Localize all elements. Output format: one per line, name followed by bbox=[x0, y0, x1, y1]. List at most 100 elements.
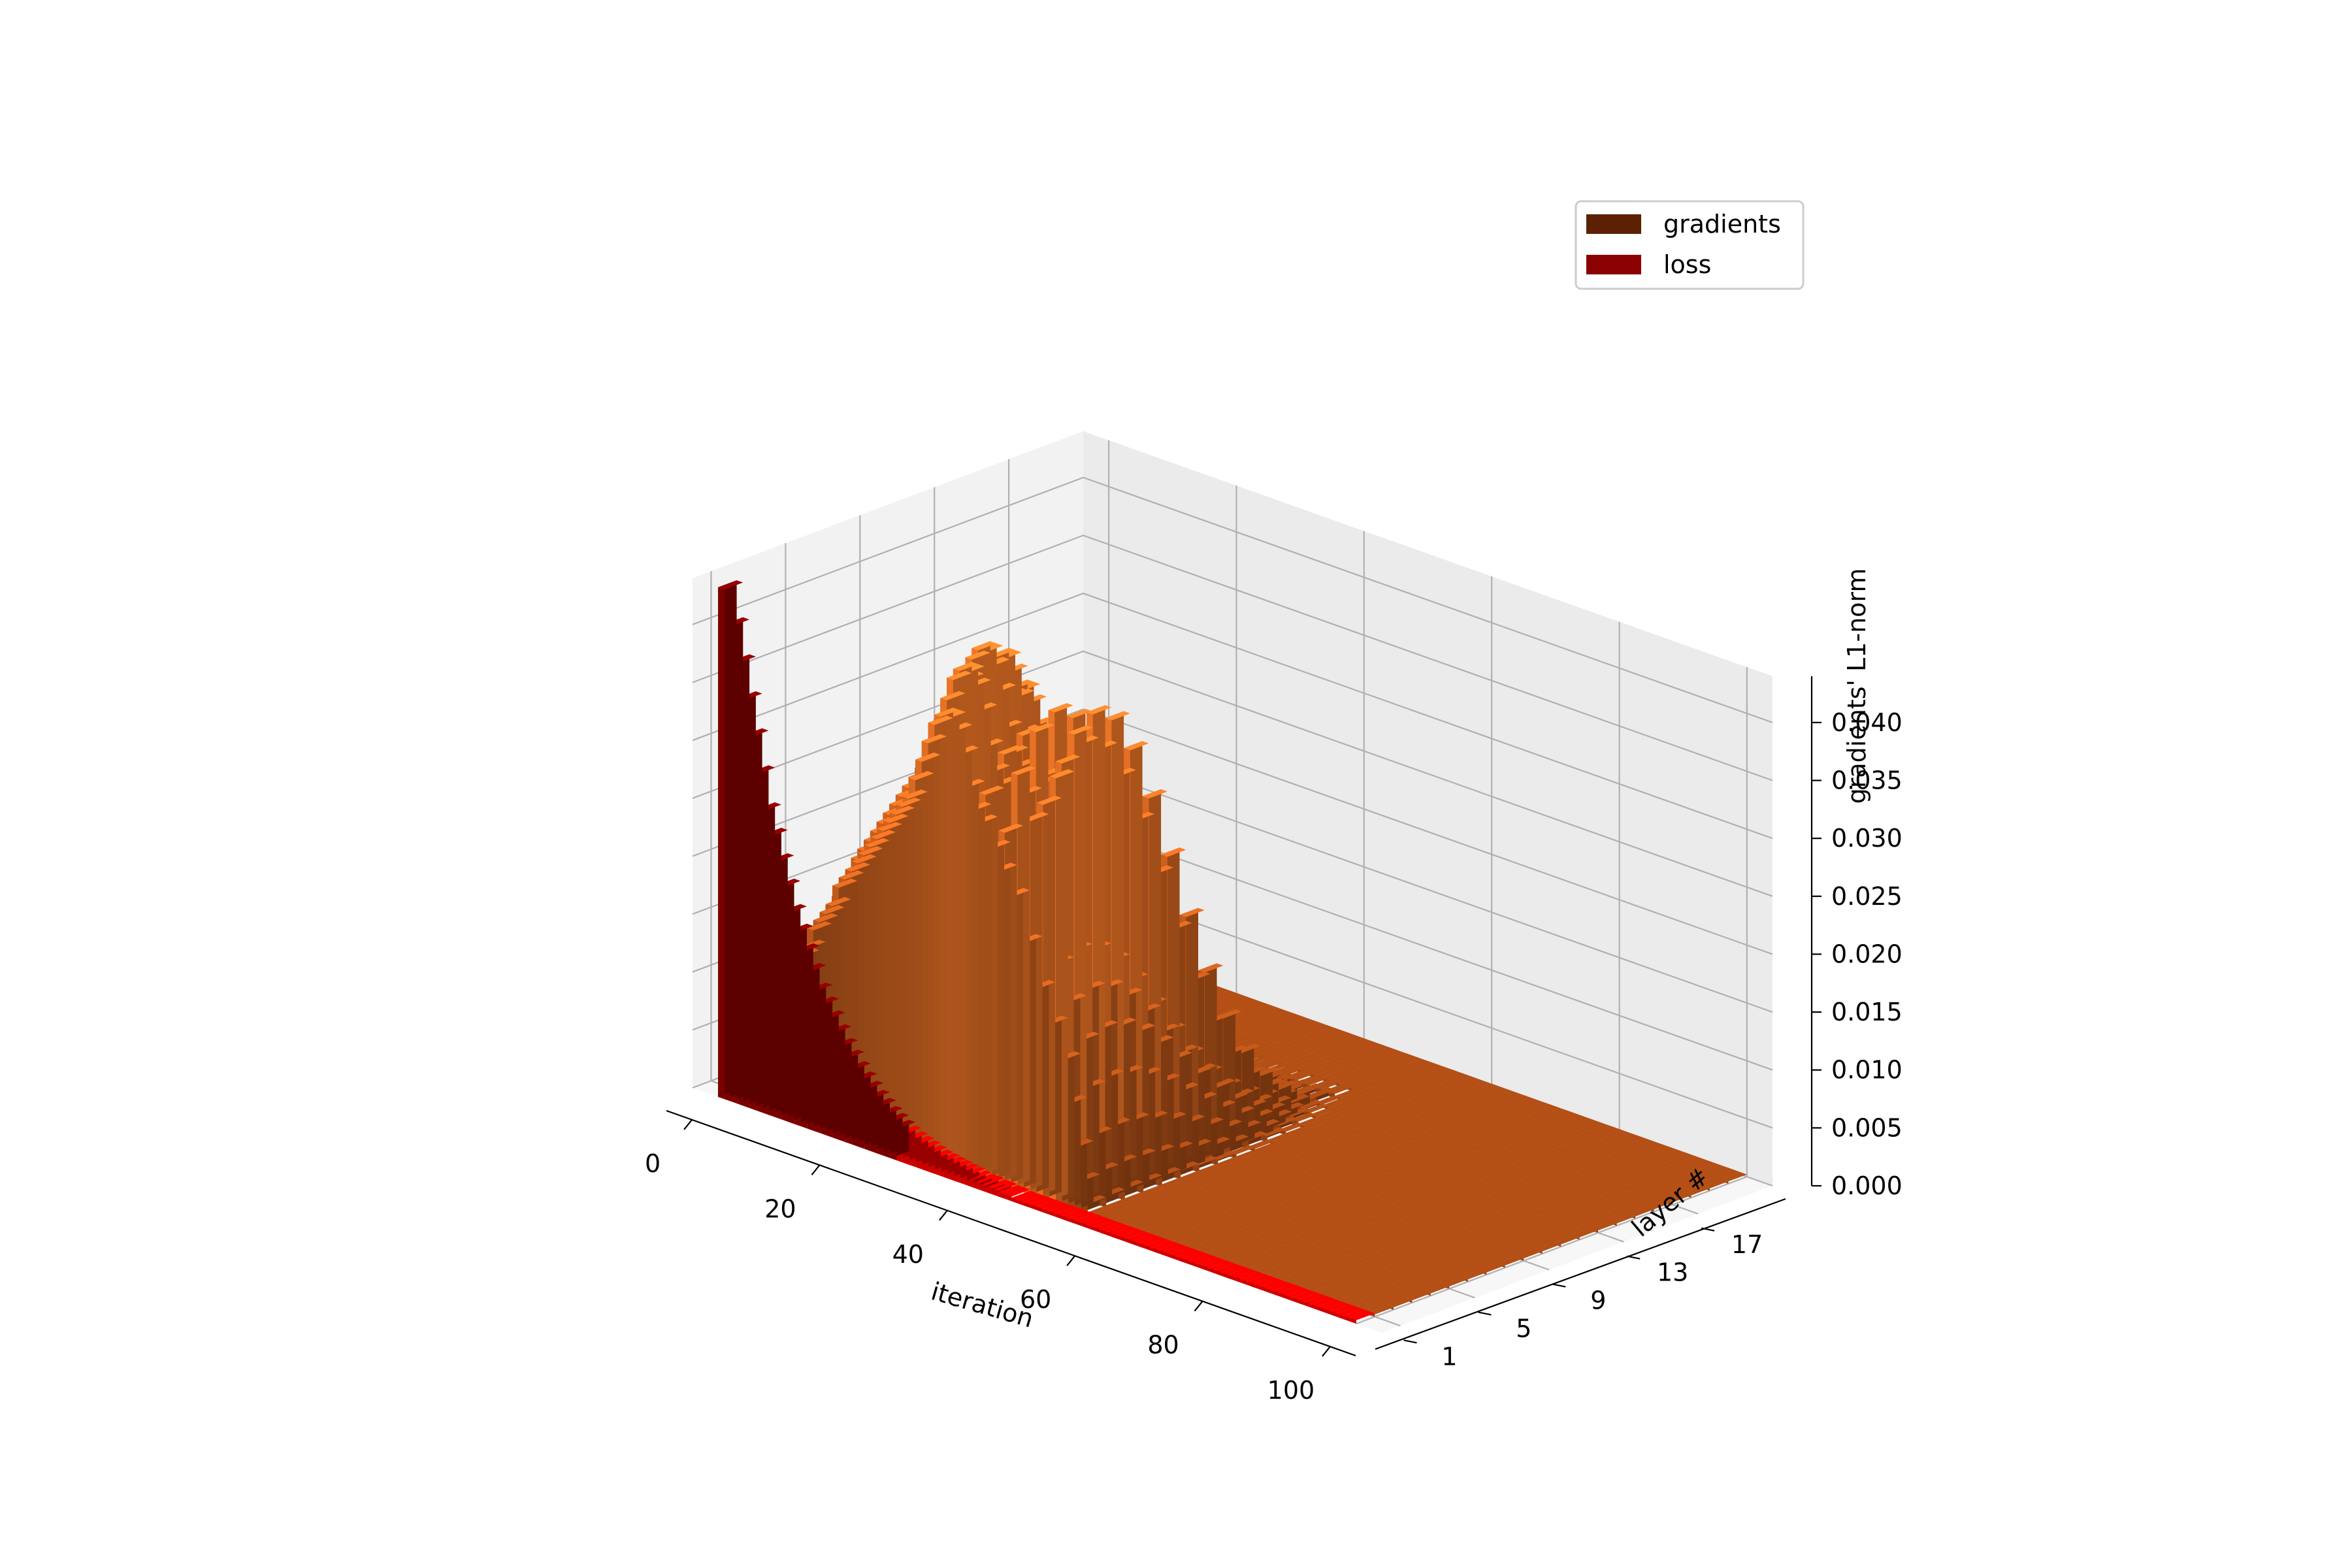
gradient-bar-top bbox=[1230, 997, 1256, 1007]
gradient-bar-top bbox=[1407, 1155, 1432, 1165]
gradient-bar-top bbox=[1331, 1169, 1357, 1179]
gradient-bar-top bbox=[1404, 1100, 1429, 1110]
gradient-bar-top bbox=[1531, 1118, 1556, 1128]
gradient-bar-top bbox=[1367, 1100, 1392, 1110]
gradient-bar-top bbox=[1352, 1068, 1378, 1078]
gradient-bar-top bbox=[1607, 1131, 1633, 1141]
gradient-bar-top bbox=[1495, 1159, 1520, 1169]
gradient-bar-top bbox=[1339, 1049, 1365, 1060]
gradient-bar-top bbox=[1601, 1129, 1626, 1139]
gradient-bar-top bbox=[1427, 1190, 1452, 1200]
gradient-bar-top bbox=[1412, 1130, 1437, 1139]
gradient-bar-top bbox=[1456, 1145, 1482, 1156]
gradient-bar-top bbox=[1407, 1169, 1433, 1179]
gradient-bar-top bbox=[1361, 1111, 1386, 1121]
gradient-bar-top bbox=[1519, 1141, 1544, 1151]
gradient-bar-top bbox=[1498, 1092, 1524, 1102]
gradient-bar-top bbox=[1320, 1029, 1345, 1039]
gradient-bar-top bbox=[1492, 1090, 1518, 1100]
gradient-bar-top bbox=[1456, 1132, 1481, 1141]
gradient-bar-top bbox=[1301, 1022, 1326, 1032]
gradient-bar-top bbox=[1590, 1179, 1616, 1189]
gradient-bar-top bbox=[1429, 1081, 1454, 1091]
gradient-bar-top bbox=[1363, 1167, 1388, 1177]
gradient-bar-top bbox=[1507, 1136, 1532, 1146]
gradient-bar-top bbox=[1577, 1175, 1603, 1184]
gradient-bar-top bbox=[1684, 1158, 1709, 1168]
gradient-bar-top bbox=[1270, 1053, 1296, 1062]
gradient-bar-top bbox=[1320, 1056, 1347, 1066]
gradient-bar-top bbox=[1610, 1200, 1635, 1210]
gradient-bar-top bbox=[1263, 1022, 1288, 1032]
gradient-bar-top bbox=[1498, 1242, 1524, 1252]
gradient-bar-top bbox=[1541, 1203, 1566, 1213]
gradient-bar-top bbox=[1608, 1158, 1633, 1168]
gradient-bar-top bbox=[1665, 1166, 1690, 1175]
gradient-bar-top bbox=[1378, 1063, 1403, 1073]
gradient-bar-top bbox=[1590, 1166, 1615, 1175]
gradient-bar-top bbox=[1277, 1067, 1303, 1077]
gradient-bar-top bbox=[1614, 1161, 1640, 1171]
gradient-bar-top bbox=[1386, 1134, 1413, 1144]
gradient-bar-top bbox=[1341, 1077, 1366, 1087]
gradient-bar-top bbox=[1269, 1038, 1295, 1048]
gradient-bar-top bbox=[1526, 1157, 1552, 1167]
gradient-bar-top bbox=[1367, 1114, 1392, 1124]
gradient-bar-top bbox=[1350, 1149, 1375, 1158]
gradient-bar-top bbox=[1551, 1152, 1576, 1162]
gradient-bar-top bbox=[1501, 1175, 1527, 1185]
gradient-bar-top bbox=[1403, 1058, 1428, 1068]
gradient-bar-top bbox=[1378, 1077, 1404, 1086]
gradient-bar-top bbox=[1537, 1120, 1563, 1130]
gradient-bar-top bbox=[1486, 1102, 1512, 1111]
gradient-bar-top bbox=[1341, 1091, 1367, 1101]
gradient-bar-top bbox=[1481, 1127, 1507, 1137]
gradient-bar-top bbox=[1398, 1111, 1424, 1121]
gradient-bar-top bbox=[1413, 1171, 1439, 1181]
gradient-bar-top bbox=[1444, 1155, 1470, 1165]
gradient-bar-top bbox=[1379, 1105, 1405, 1115]
gradient-bar-top bbox=[1273, 1135, 1299, 1145]
gradient-bar-top bbox=[1413, 1143, 1438, 1153]
gradient-bar-top bbox=[1544, 1136, 1570, 1146]
gradient-bar-top bbox=[1480, 1100, 1505, 1109]
gradient-bar-top bbox=[1592, 1221, 1617, 1231]
gradient-bar-top bbox=[1520, 1168, 1546, 1178]
gradient-bar-top bbox=[1282, 1043, 1308, 1053]
gradient-bar-top bbox=[1621, 1163, 1646, 1173]
gradient-bar-top bbox=[1482, 1154, 1507, 1164]
gradient-bar-top bbox=[1715, 1169, 1741, 1179]
gradient-bar-top bbox=[1672, 1181, 1697, 1191]
gradient-bar-top bbox=[1338, 1171, 1364, 1181]
gradient-bar-top bbox=[1505, 1095, 1530, 1105]
gridline-z bbox=[692, 476, 1773, 723]
gradient-bar-top bbox=[1290, 1071, 1315, 1081]
gradient-bar-top bbox=[1639, 1143, 1664, 1152]
gradient-bar-top bbox=[1554, 1235, 1580, 1245]
gradient-bar-top bbox=[1430, 1122, 1456, 1133]
gradient-bar-top bbox=[1352, 1040, 1377, 1050]
gradient-bar-top bbox=[1595, 1168, 1621, 1178]
gradient-bar-top bbox=[1493, 1118, 1518, 1128]
gradient-bar-top bbox=[1340, 1064, 1365, 1073]
gradient-bar-top bbox=[1445, 1183, 1471, 1192]
gradient-bar-top bbox=[1443, 1113, 1468, 1123]
gradient-bar-top bbox=[1211, 990, 1237, 1000]
gradient-bar-top bbox=[1581, 1122, 1607, 1132]
gradient-bar-top bbox=[1258, 1048, 1283, 1058]
gradient-bar-top bbox=[1564, 1156, 1590, 1166]
gradient-bar-top bbox=[1565, 1184, 1590, 1194]
gradient-bar-top bbox=[1277, 1054, 1302, 1064]
gradient-bar-top bbox=[1336, 1130, 1362, 1140]
gradient-bar-top bbox=[1349, 1135, 1375, 1145]
gradient-bar-top bbox=[1281, 1015, 1307, 1025]
gradient-bar-top bbox=[1460, 1079, 1486, 1088]
gradient-bar-top bbox=[1500, 1134, 1526, 1144]
gradient-bar-top bbox=[1578, 1203, 1604, 1213]
gradient-bar-top bbox=[1331, 1156, 1356, 1166]
gradient-bar-top bbox=[1552, 1194, 1578, 1203]
gradient-bar-top bbox=[1421, 1201, 1446, 1211]
gradient-bar-top bbox=[1274, 1149, 1299, 1159]
gradient-bar-top bbox=[1527, 1171, 1552, 1181]
gradient-bar-top bbox=[1495, 1187, 1522, 1197]
